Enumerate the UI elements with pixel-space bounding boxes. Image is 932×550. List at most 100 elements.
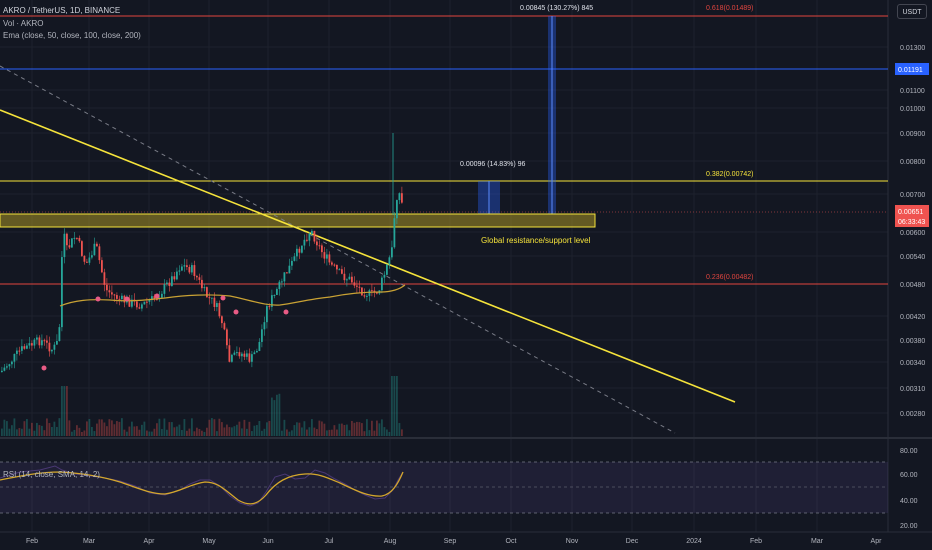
candle-body xyxy=(223,323,226,330)
volume-bar xyxy=(286,429,288,436)
countdown-value: 06:33:43 xyxy=(898,219,925,226)
candle-body xyxy=(286,272,288,274)
volume-bar xyxy=(46,418,48,436)
price-tick: 0.00420 xyxy=(900,314,925,321)
candle-body xyxy=(141,304,143,309)
price-tick: 0.01300 xyxy=(900,45,925,52)
volume-bar xyxy=(336,429,338,436)
resistance-support-zone[interactable] xyxy=(0,213,596,228)
current-price-tag[interactable] xyxy=(895,205,929,227)
marked-level-tag[interactable] xyxy=(895,63,929,75)
volume-bar xyxy=(186,430,188,436)
volume-bar xyxy=(238,421,241,436)
volume-bar xyxy=(243,419,246,436)
volume-bar xyxy=(98,419,101,436)
candle-body xyxy=(216,303,218,307)
volume-bar xyxy=(358,422,361,436)
volume-bar xyxy=(233,426,236,436)
volume-bar xyxy=(48,423,51,436)
volume-bar xyxy=(176,426,178,436)
candle-body xyxy=(263,322,266,330)
candle-body xyxy=(241,353,243,357)
volume-bar xyxy=(103,422,106,436)
candle-body xyxy=(383,274,386,278)
volume-bar xyxy=(158,418,161,436)
fib-0382-label: 0.382(0.00742) xyxy=(706,171,753,178)
volume-bar xyxy=(203,431,206,436)
volume-bar xyxy=(26,419,28,436)
candle-body xyxy=(238,352,241,357)
volume-bar xyxy=(276,394,278,436)
volume-bar xyxy=(391,376,393,436)
volume-bar xyxy=(138,429,141,436)
volume-legend[interactable]: Vol · AKRO xyxy=(3,19,44,28)
volume-bar xyxy=(316,429,318,436)
volume-bar xyxy=(331,429,333,436)
candle-body xyxy=(53,344,56,350)
volume-bar xyxy=(198,428,201,436)
volume-bar xyxy=(151,431,153,436)
chart-title[interactable]: AKRO / TetherUS, 1D, BINANCE xyxy=(3,6,121,15)
candle-body xyxy=(351,276,353,283)
candle-body xyxy=(313,230,316,242)
currency-button[interactable]: USDT xyxy=(897,4,927,19)
price-tick: 0.00280 xyxy=(900,411,925,418)
price-tick: 0.00600 xyxy=(900,230,925,237)
candle-body xyxy=(161,293,163,298)
candle-body xyxy=(191,265,193,273)
candle-body xyxy=(156,299,158,301)
volume-bar xyxy=(41,425,43,436)
candle-body xyxy=(251,354,253,362)
candle-body xyxy=(48,342,51,352)
marked-level-value: 0.01191 xyxy=(898,67,923,74)
candle-body xyxy=(51,349,53,352)
volume-bar xyxy=(121,418,123,436)
volume-bar xyxy=(213,419,216,436)
time-tick: Jul xyxy=(325,538,334,545)
volume-bar xyxy=(38,425,41,436)
rsi-sma-line xyxy=(0,471,404,505)
volume-bar xyxy=(356,421,358,436)
rsi-tick: 20.00 xyxy=(900,523,918,530)
volume-bar xyxy=(211,418,213,436)
candle-body xyxy=(11,361,13,365)
candle-body xyxy=(91,255,93,258)
volume-bar xyxy=(68,420,71,436)
candle-body xyxy=(108,290,111,293)
candle-body xyxy=(76,237,78,239)
volume-bar xyxy=(166,429,168,436)
candle-body xyxy=(96,243,98,247)
volume-bar xyxy=(53,421,56,436)
candle-body xyxy=(366,295,368,297)
candle-body xyxy=(333,264,336,266)
candle-body xyxy=(186,265,188,267)
yellow-trendline[interactable] xyxy=(0,109,736,403)
candle-body xyxy=(371,290,373,292)
candle-body xyxy=(248,353,251,362)
volume-bar xyxy=(303,421,306,436)
candle-body xyxy=(201,279,203,289)
candle-body xyxy=(33,339,36,346)
volume-bar xyxy=(308,427,311,436)
candle-body xyxy=(218,303,221,317)
volume-bar xyxy=(293,425,296,436)
candle-body xyxy=(326,254,328,259)
volume-bar xyxy=(383,427,386,436)
dashed-trendline[interactable] xyxy=(0,65,676,434)
volume-bar xyxy=(111,420,113,436)
candle-body xyxy=(111,292,113,295)
volume-bar xyxy=(366,419,368,436)
candle-body xyxy=(363,295,366,297)
rsi-tick: 60.00 xyxy=(900,472,918,479)
candle-body xyxy=(198,277,201,280)
volume-bar xyxy=(178,424,181,436)
rsi-legend[interactable]: RSI (14, close, SMA, 14, 2) xyxy=(3,470,100,479)
price-tick: 0.00380 xyxy=(900,338,925,345)
time-tick: Feb xyxy=(750,538,762,545)
volume-bar xyxy=(101,419,103,436)
ema-legend[interactable]: Ema (close, 50, close, 100, close, 200) xyxy=(3,31,141,40)
price-tick: 0.00480 xyxy=(900,282,925,289)
volume-bar xyxy=(346,424,348,436)
volume-bar xyxy=(163,418,166,436)
